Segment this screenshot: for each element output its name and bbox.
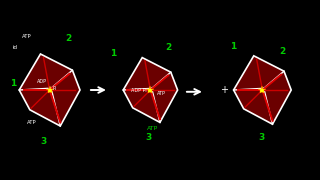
Text: +: +	[220, 85, 228, 95]
Polygon shape	[234, 56, 291, 124]
Text: ATP: ATP	[27, 120, 37, 125]
Text: 3: 3	[41, 137, 47, 146]
Polygon shape	[123, 58, 178, 122]
Text: ATP: ATP	[22, 34, 32, 39]
Text: 2: 2	[165, 43, 172, 52]
Text: Pi: Pi	[53, 86, 57, 91]
Text: 1: 1	[230, 42, 237, 51]
Text: 1: 1	[110, 49, 117, 58]
Text: 3: 3	[145, 133, 151, 142]
Text: id: id	[13, 45, 18, 50]
Text: ATP: ATP	[147, 126, 158, 131]
Text: 2: 2	[65, 34, 71, 43]
Text: ADP: ADP	[37, 79, 47, 84]
Text: 3: 3	[258, 133, 264, 142]
Bar	[0, 0, 320, 22]
Bar	[0, 166, 320, 180]
Text: 2: 2	[280, 47, 286, 56]
Polygon shape	[19, 54, 80, 126]
Text: ATP: ATP	[157, 91, 166, 96]
Text: ADP Pi: ADP Pi	[131, 88, 147, 93]
Text: 1: 1	[10, 79, 16, 88]
